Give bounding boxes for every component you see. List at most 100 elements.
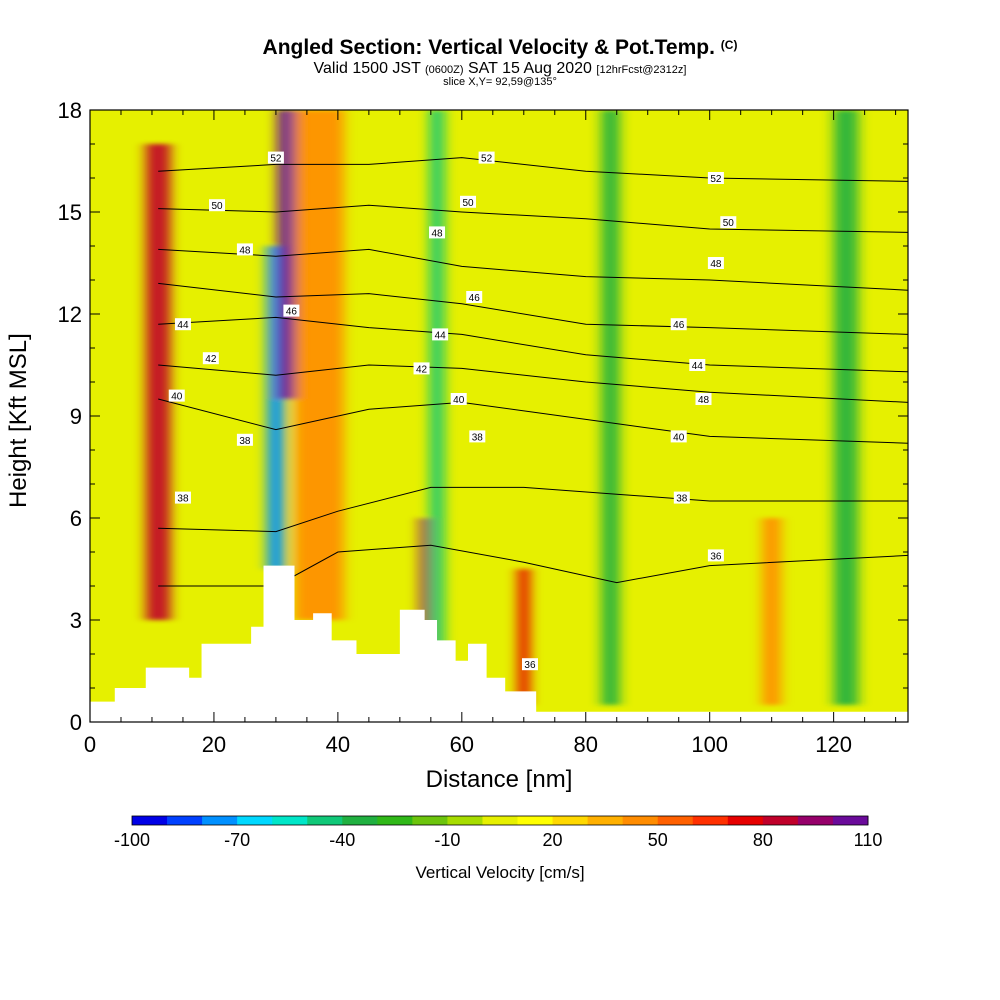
colorbar-swatch [202,816,238,825]
x-tick-label: 100 [691,732,728,757]
contour-label-bg [450,393,467,405]
vv-band-4 [419,518,430,654]
isentrope-42 [158,364,908,403]
colorbar-swatch [762,816,799,825]
contour-label: 46 [469,293,481,304]
x-tick-label: 80 [574,732,598,757]
contour-label: 38 [177,494,189,505]
contour-label-bg [707,257,724,269]
contour-label-bg [521,658,538,671]
contour-label: 36 [710,551,722,562]
contour-label-bg [460,195,477,208]
colorbar-frame [131,815,869,826]
isentrope-44 [158,316,908,373]
colorbar-swatch [447,816,483,825]
contour-label: 52 [481,154,493,165]
contour-label: 46 [286,307,298,318]
contour-label-bg [267,151,284,164]
contour-label: 40 [453,395,465,406]
colorbar-swatch [587,816,624,825]
contour-label: 42 [205,354,217,365]
colorbar-tick-label: 20 [543,830,563,850]
contour-label: 40 [673,432,685,443]
y-tick-label: 0 [70,710,82,735]
colorbar-swatch [132,816,168,825]
vertical-velocity-field [145,110,859,705]
contour-label-bg [202,352,219,365]
contour-label-bg [174,491,191,504]
colorbar-tick-label: -40 [329,830,355,850]
colorbar-swatch [517,816,554,825]
contour-label: 52 [710,174,722,185]
colorbar-swatch [832,816,869,825]
y-tick-label: 6 [70,506,82,531]
contour-label-bg [168,389,185,402]
isentrope-48 [158,248,908,291]
isentrope-labels: 52 50 48 44 42 40 38 38 46 52 50 48 46 44 42 40 38 36 52 50… [168,151,737,671]
terrain [90,565,908,722]
y-tick-label: 9 [70,404,82,429]
contour-label: 48 [710,259,722,270]
colorbar-swatch [412,816,448,825]
contour-label-bg [429,226,446,239]
contour-label: 48 [698,395,710,406]
vv-band-3 [294,110,345,620]
colorbar-swatch [272,816,308,825]
chart-title-unit: (C) [720,38,738,52]
colorbar-tick-label: -10 [434,830,460,850]
x-tick-label: 0 [84,732,96,757]
colorbar-tick-label: 80 [753,830,773,850]
contour-label-bg [283,304,300,317]
colorbar-swatch [342,816,378,825]
vv-band-0 [145,144,171,620]
colorbar-swatch [237,816,273,825]
y-tick-label: 12 [58,302,82,327]
contour-label-bg [174,318,191,331]
contour-label-bg [670,430,687,443]
contour-label: 48 [239,245,251,256]
isentrope-46 [158,282,908,335]
contour-label: 48 [431,228,443,239]
contour-label: 38 [472,432,484,443]
x-tick-label: 60 [450,732,474,757]
x-tick-label: 120 [815,732,852,757]
contour-label: 36 [524,660,536,671]
contour-label-bg [720,216,737,229]
colorbar-tick-label: -100 [114,830,150,850]
contour-label-bg [236,243,253,256]
contour-label-bg [670,318,687,331]
y-tick-label: 18 [58,98,82,123]
vv-band-7 [601,110,620,705]
contour-label: 50 [462,198,474,209]
y-tick-label: 3 [70,608,82,633]
colorbar-swatch [482,816,519,825]
colorbar-swatch [167,816,203,825]
contour-label: 52 [270,154,282,165]
contour-label: 44 [177,320,189,331]
colorbar-swatch [307,816,343,825]
y-tick-label: 15 [58,200,82,225]
contour-label-bg [695,393,712,405]
colorbar-tick-label: 50 [648,830,668,850]
colorbar-swatch [657,816,694,825]
vv-band-6 [517,569,530,705]
vv-band-5 [429,110,445,654]
contour-label-bg [478,151,495,164]
contour-label-bg [707,549,724,562]
colorbar-swatch [552,816,589,825]
contour-label: 50 [723,218,735,229]
x-tick-label: 40 [326,732,350,757]
isentrope-38 [158,486,908,533]
contour-label-bg [209,199,226,212]
chart-subtitle: Valid 1500 JST (0600Z) SAT 15 Aug 2020 [… [313,60,687,77]
vv-band-8 [762,518,781,705]
vv-band-2 [277,110,300,399]
x-tick-label: 20 [202,732,226,757]
colorbar-title: Vertical Velocity [cm/s] [415,863,585,882]
contour-label-bg [673,491,690,504]
colorbar-swatch [797,816,834,825]
colorbar-tick-label: -70 [224,830,250,850]
chart-slice-info: slice X,Y= 92,59@135° [443,76,557,88]
